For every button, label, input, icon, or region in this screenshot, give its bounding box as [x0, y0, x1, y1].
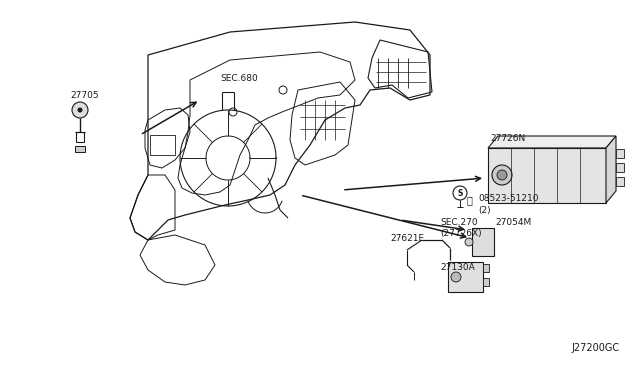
- Text: 27726N: 27726N: [490, 134, 525, 142]
- Circle shape: [492, 165, 512, 185]
- Text: 27130A: 27130A: [440, 263, 475, 273]
- FancyBboxPatch shape: [472, 228, 494, 256]
- Text: J27200GC: J27200GC: [572, 343, 620, 353]
- Circle shape: [465, 238, 473, 246]
- Text: SEC.270: SEC.270: [440, 218, 477, 227]
- Text: S: S: [458, 189, 463, 198]
- FancyBboxPatch shape: [448, 262, 483, 292]
- Circle shape: [72, 102, 88, 118]
- Text: SEC.680: SEC.680: [220, 74, 258, 83]
- Text: Ⓢ: Ⓢ: [467, 195, 473, 205]
- Text: 27621E: 27621E: [390, 234, 424, 243]
- Polygon shape: [606, 136, 616, 203]
- FancyBboxPatch shape: [616, 163, 624, 172]
- Text: 08523-51210: 08523-51210: [478, 193, 538, 202]
- Circle shape: [229, 108, 237, 116]
- Text: (27726X): (27726X): [440, 228, 482, 237]
- FancyBboxPatch shape: [75, 146, 85, 152]
- Text: 27705: 27705: [70, 90, 99, 99]
- FancyBboxPatch shape: [616, 149, 624, 158]
- FancyBboxPatch shape: [483, 278, 489, 286]
- Circle shape: [279, 86, 287, 94]
- Text: (2): (2): [478, 205, 491, 215]
- Text: 27054M: 27054M: [495, 218, 531, 227]
- Polygon shape: [488, 148, 606, 203]
- Circle shape: [497, 170, 507, 180]
- FancyBboxPatch shape: [483, 264, 489, 272]
- Circle shape: [451, 272, 461, 282]
- Circle shape: [77, 108, 83, 112]
- Polygon shape: [488, 136, 616, 148]
- FancyBboxPatch shape: [616, 177, 624, 186]
